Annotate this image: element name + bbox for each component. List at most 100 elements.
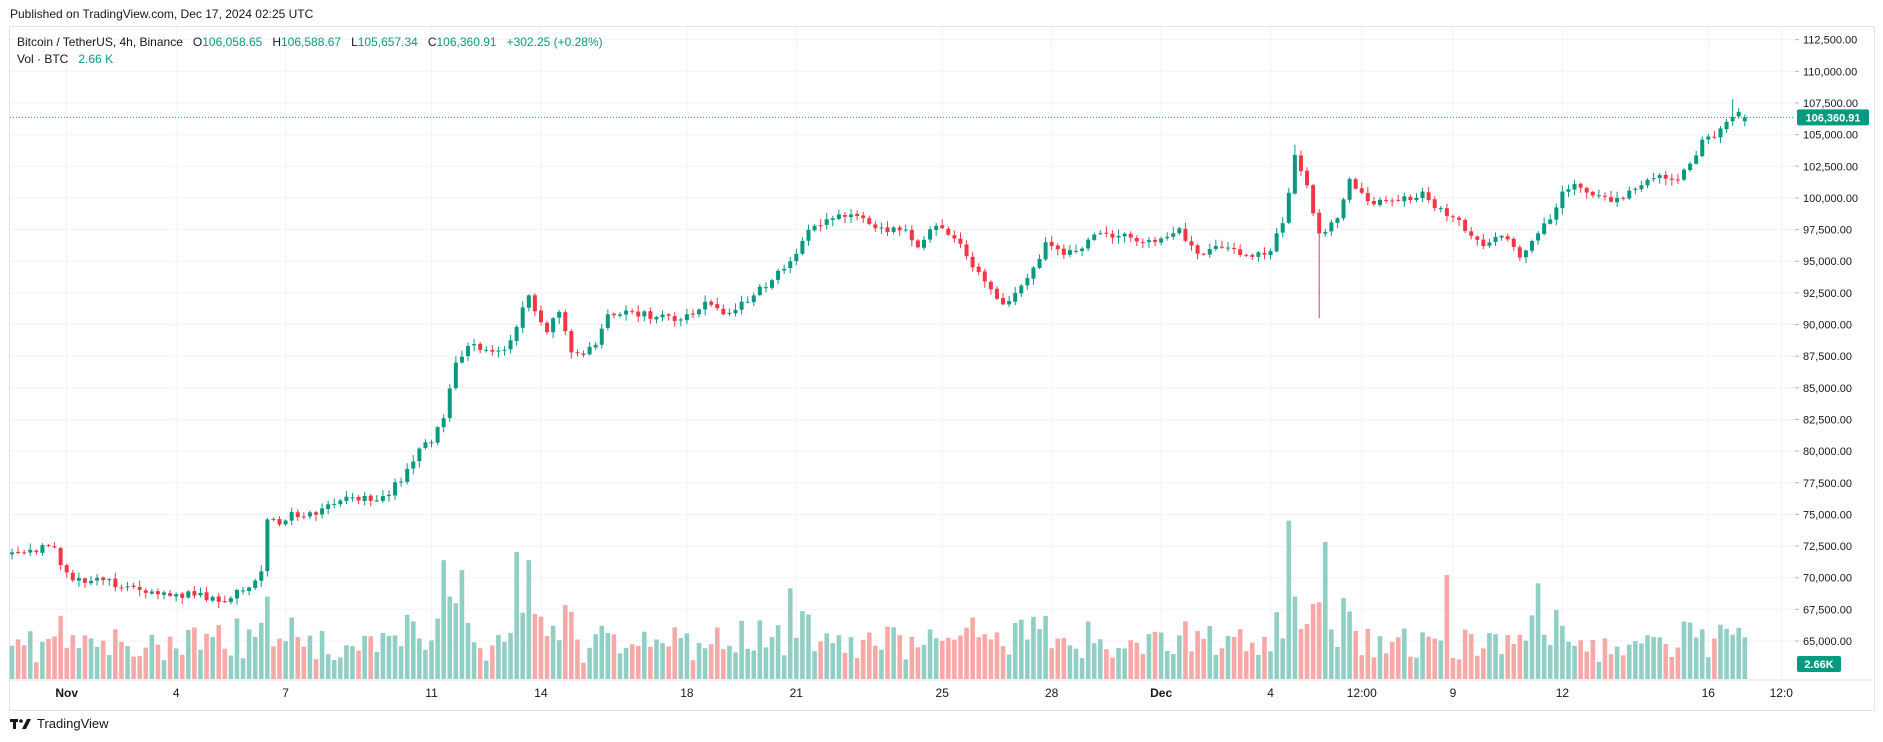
candle-body [295, 512, 300, 518]
candle-body [1487, 242, 1492, 246]
tradingview-brand[interactable]: TradingView [10, 716, 109, 731]
candle-body [253, 580, 258, 588]
volume-bar [562, 605, 568, 679]
volume-bar [216, 625, 222, 679]
volume-bar [1043, 615, 1048, 679]
candle [1335, 217, 1340, 229]
candle-body [466, 346, 470, 357]
volume-bar [569, 611, 574, 679]
candle [727, 308, 732, 317]
candle [903, 224, 908, 233]
volume-bar [167, 636, 173, 679]
candle-body [563, 312, 568, 332]
volume-bar [1426, 636, 1431, 679]
candle [16, 546, 21, 555]
candle-body [1645, 179, 1650, 186]
volume-bar [538, 616, 544, 679]
volume-bar [946, 637, 951, 679]
last-price-tag-bg [1797, 109, 1869, 126]
volume-bar [879, 649, 884, 679]
candle-body [447, 388, 452, 419]
candle-body [842, 215, 847, 217]
candle [1146, 237, 1151, 249]
candle [295, 509, 300, 521]
candle-body [344, 496, 349, 501]
volume-bar [854, 658, 860, 679]
candle [1116, 229, 1121, 244]
y-tick-label: 90,000.00 [1803, 320, 1852, 332]
candle [1067, 245, 1072, 258]
candle-body [283, 520, 288, 525]
candle [344, 490, 349, 505]
volume-bar [1590, 639, 1596, 679]
candle [1724, 118, 1729, 133]
volume-bar [1079, 657, 1085, 679]
volume-bar [234, 618, 240, 679]
candle-body [1104, 232, 1109, 234]
volume-bar [1584, 651, 1590, 679]
volume-bar [617, 653, 623, 679]
candle-body [648, 311, 653, 319]
candle [1450, 214, 1455, 223]
candle [1092, 232, 1097, 242]
volume-bar [1286, 520, 1292, 679]
candle [1213, 239, 1218, 252]
candle-body [1450, 216, 1455, 218]
volume-bar [775, 625, 781, 679]
candle [393, 478, 398, 501]
candle [332, 498, 337, 509]
candle-body [611, 313, 616, 316]
candle-body [1438, 208, 1443, 210]
candle [538, 305, 543, 326]
candle-body [1323, 232, 1328, 234]
candle [1292, 144, 1297, 195]
candle [253, 578, 258, 591]
candle-body [976, 266, 981, 273]
volume-bar [794, 637, 799, 679]
candle-body [1651, 178, 1656, 180]
candle-body [289, 511, 294, 521]
candle [751, 292, 756, 307]
volume-bar [708, 644, 714, 679]
chart-frame[interactable] [9, 26, 1875, 711]
candle [1651, 172, 1656, 182]
volume-bar [1353, 630, 1358, 679]
candle-body [873, 224, 878, 229]
volume-bar [94, 646, 100, 679]
volume-bar [1085, 621, 1091, 679]
candle-body [241, 590, 246, 592]
volume-bar [1329, 629, 1334, 679]
y-tick-label: 92,500.00 [1803, 288, 1852, 300]
volume-bar [338, 657, 343, 679]
volume-bar [550, 625, 556, 679]
candle [429, 439, 434, 448]
candle-body [174, 594, 179, 597]
volume-bar [1262, 636, 1267, 679]
candle-body [538, 310, 543, 323]
candle-body [1140, 242, 1145, 244]
candle-body [824, 219, 829, 225]
volume-bar [1468, 633, 1474, 679]
time-axis: Nov 4 7 11 14 18 21 25 28 Dec 4 12:00 9 12 16 12:0 [10, 679, 1872, 700]
candle-body [210, 596, 215, 601]
legend-low: 105,657.34 [357, 35, 418, 49]
candle-body [1475, 236, 1480, 240]
candle [301, 512, 306, 520]
candle [1323, 228, 1328, 237]
volume-bar [483, 660, 489, 679]
volume-bar [824, 633, 830, 679]
candle [95, 574, 100, 586]
volume-bar [514, 551, 519, 679]
candle-body [326, 504, 331, 510]
candle [624, 305, 629, 321]
candle [1536, 231, 1541, 245]
candle-body [836, 214, 841, 219]
x-tick-label: 4 [173, 686, 180, 700]
candle [1317, 209, 1322, 319]
volume-bar [295, 637, 301, 679]
candle [1700, 136, 1705, 158]
candle-body [259, 571, 264, 581]
candle [1432, 196, 1437, 212]
volume-bar [812, 651, 817, 679]
